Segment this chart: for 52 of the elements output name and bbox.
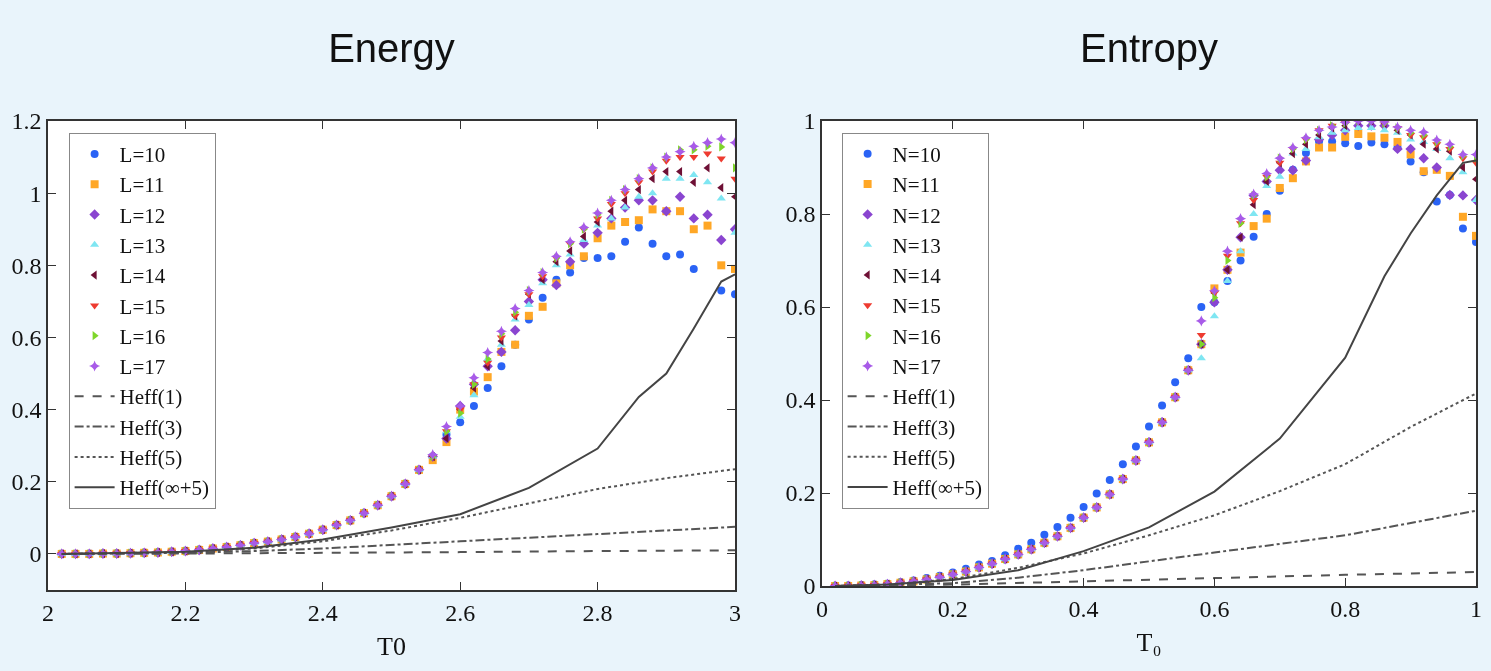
legend-label: N=17 [892,355,941,380]
x-tick-label: 2.6 [445,599,476,626]
y-tick-label: 0.2 [785,480,816,507]
legend-label: L=13 [119,233,166,258]
legend-label: L=10 [119,143,166,168]
y-tick-label: 0.6 [11,324,42,351]
legend-label: N=16 [892,324,941,349]
chart-title: Entropy [1080,26,1218,70]
x-tick-label: 0.4 [1068,595,1099,622]
y-tick-label: 0 [803,573,816,600]
y-tick-label: 0.4 [785,387,816,414]
legend-label: Heff(3) [892,415,956,440]
legend-label: Heff(∞+5) [892,476,983,501]
legend-label: L=11 [119,173,165,198]
legend-label: Heff(1) [119,385,183,410]
legend-label: Heff(5) [119,446,183,471]
y-tick-label: 1.2 [11,108,42,135]
y-tick-label: 0.8 [11,252,42,279]
y-tick-label: 0 [29,541,42,568]
y-tick-label: 0.6 [785,294,816,321]
legend-label: N=12 [892,203,941,228]
y-tick-label: 1 [29,180,42,207]
legend-label: L=15 [119,294,166,319]
legend-label: Heff(1) [892,385,956,410]
legend-label: N=10 [892,142,941,167]
legend-label: L=16 [119,324,166,349]
x-axis-title: T₀ [1136,627,1162,657]
legend-label: N=14 [892,264,942,289]
legend-label: L=12 [119,203,166,228]
legend-label: L=17 [119,355,166,380]
x-tick-label: 2 [42,599,54,626]
legend-label: Heff(∞+5) [119,476,210,501]
x-tick-label: 0.2 [937,595,968,622]
x-tick-label: 1 [1470,595,1482,622]
x-tick-label: 3 [729,599,741,626]
y-tick-label: 0.8 [785,201,816,228]
legend-label: Heff(5) [892,445,956,470]
y-tick-label: 0.2 [11,469,42,496]
y-tick-label: 1 [803,108,816,135]
x-tick-label: 0.8 [1330,595,1361,622]
legend-label: L=14 [119,264,166,289]
legend-label: N=13 [892,233,941,258]
x-tick-label: 2.2 [170,599,201,626]
y-tick-label: 0.4 [11,397,42,424]
x-tick-label: 2.4 [307,599,338,626]
legend-label: N=15 [892,294,941,319]
x-tick-label: 2.8 [582,599,613,626]
chart-title: Energy [328,26,455,70]
legend-label: N=11 [892,173,940,198]
x-tick-label: 0.6 [1199,595,1230,622]
legend-label: Heff(3) [119,415,183,440]
x-axis-title: T0 [377,631,406,661]
